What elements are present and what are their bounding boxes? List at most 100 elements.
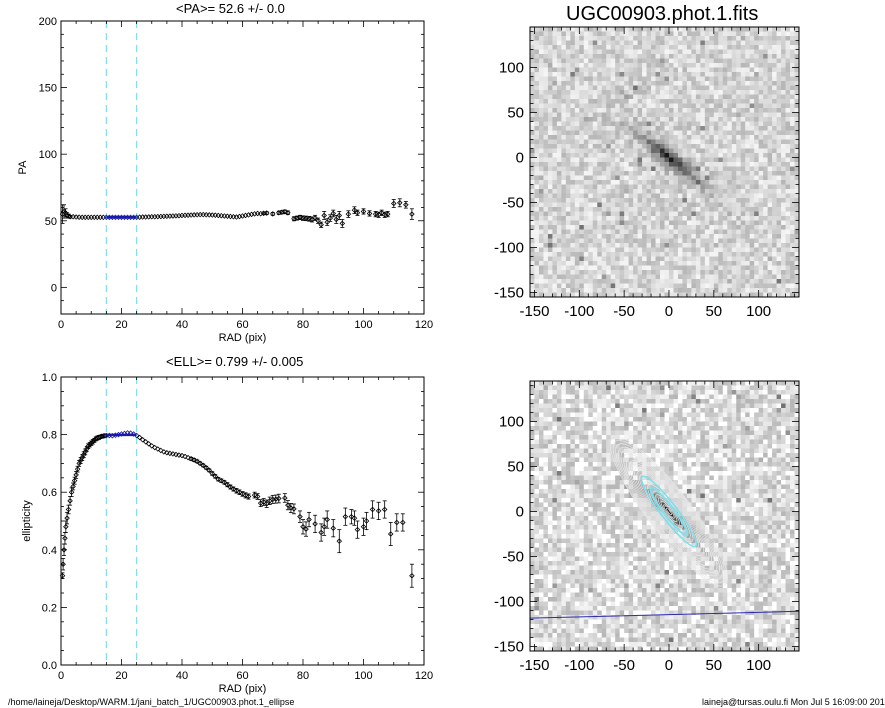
pixel xyxy=(601,139,607,145)
pixel xyxy=(758,189,764,194)
pixel xyxy=(767,247,773,253)
pixel xyxy=(547,417,553,422)
pixel xyxy=(637,126,643,131)
pixel xyxy=(588,67,594,73)
pixel xyxy=(749,279,755,284)
pixel xyxy=(664,40,670,46)
pixel xyxy=(673,148,679,154)
pixel xyxy=(556,72,562,77)
pixel xyxy=(709,238,715,244)
pixel xyxy=(592,108,598,113)
pixel xyxy=(758,36,764,41)
pixel xyxy=(776,220,782,226)
pixel xyxy=(565,76,571,82)
pixel xyxy=(597,99,603,104)
pixel xyxy=(547,520,553,526)
pixel xyxy=(530,642,535,647)
pixel xyxy=(731,198,737,203)
pixel xyxy=(740,175,746,181)
pixel xyxy=(606,76,612,82)
pixel xyxy=(677,270,683,275)
pixel xyxy=(628,211,634,217)
pixel xyxy=(637,292,643,298)
pixel xyxy=(570,153,576,158)
pixel xyxy=(745,157,751,163)
pixel xyxy=(552,171,558,176)
pixel xyxy=(776,58,782,64)
pixel xyxy=(538,516,544,521)
pixel xyxy=(695,36,701,41)
pixel xyxy=(745,207,751,212)
pixel xyxy=(758,112,764,118)
pixel xyxy=(673,135,679,140)
pixel xyxy=(552,552,558,557)
pixel xyxy=(682,148,688,154)
pixel xyxy=(592,180,598,185)
pixel xyxy=(538,292,544,298)
pixel xyxy=(713,108,719,113)
pixel xyxy=(731,58,737,64)
pixel xyxy=(655,184,661,190)
footer-user-date: laineja@tursas.oulu.fi Mon Jul 5 16:09:0… xyxy=(702,697,885,707)
pixel xyxy=(565,175,571,181)
pixel xyxy=(561,184,567,190)
pixel xyxy=(543,63,549,68)
pixel xyxy=(655,54,661,59)
pixel xyxy=(709,117,715,122)
pixel xyxy=(637,274,643,280)
pixel xyxy=(534,381,540,386)
pixel xyxy=(574,157,580,163)
pixel xyxy=(651,58,656,64)
pixel xyxy=(686,175,692,181)
pixel xyxy=(677,63,683,68)
pixel xyxy=(534,36,540,41)
pixel xyxy=(619,148,625,154)
pixel xyxy=(561,198,567,203)
pixel xyxy=(691,139,697,145)
pixel xyxy=(583,189,589,194)
pixel xyxy=(754,63,760,68)
pixel xyxy=(686,283,692,289)
pixel xyxy=(700,58,706,64)
pixel xyxy=(552,475,558,481)
pixel xyxy=(664,184,670,190)
pixel xyxy=(561,36,567,41)
pixel xyxy=(628,40,634,46)
pixel xyxy=(736,148,742,154)
pixel xyxy=(538,547,544,553)
pixel xyxy=(767,54,773,59)
data-point xyxy=(65,506,72,513)
pixel xyxy=(668,121,674,127)
pixel xyxy=(660,76,665,82)
pixel xyxy=(660,117,665,122)
pixel xyxy=(772,265,777,271)
pixel xyxy=(530,288,535,293)
pixel xyxy=(592,90,598,95)
pixel xyxy=(722,180,728,185)
pixel xyxy=(794,36,800,41)
pixel xyxy=(651,36,656,41)
pixel xyxy=(556,171,562,176)
pixel xyxy=(534,261,540,266)
pixel xyxy=(530,63,535,68)
pixel xyxy=(745,40,751,46)
pixel xyxy=(686,58,692,64)
pixel xyxy=(534,126,540,131)
pixel xyxy=(655,229,661,235)
pixel xyxy=(637,40,643,46)
pixel xyxy=(651,99,656,104)
pixel xyxy=(583,72,589,77)
pixel xyxy=(651,270,656,275)
pixel xyxy=(534,76,540,82)
pixel xyxy=(615,283,621,289)
pixel xyxy=(637,117,643,122)
pixel xyxy=(758,184,764,190)
pixel xyxy=(754,207,760,212)
pixel xyxy=(552,511,558,517)
pixel xyxy=(704,279,710,284)
pixel xyxy=(695,157,701,163)
pixel xyxy=(628,130,634,136)
pixel xyxy=(597,148,603,154)
pixel xyxy=(740,63,746,68)
